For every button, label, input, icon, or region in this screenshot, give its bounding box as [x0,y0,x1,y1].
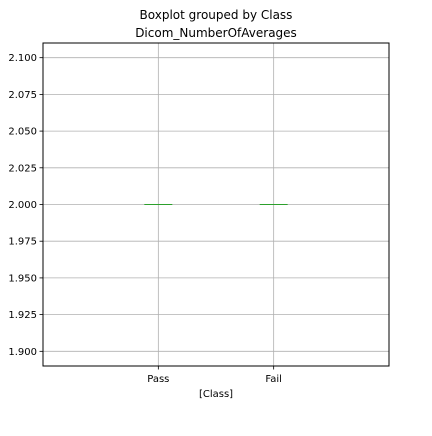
y-tick-label: 2.025 [8,163,37,174]
y-axis: 1.900 1.925 1.950 1.975 2.000 2.025 2.050 2.075… [8,53,43,358]
y-tick-label: 1.950 [8,273,37,284]
chart-title: Boxplot grouped by Class [140,8,293,22]
y-tick-label: 1.975 [8,237,37,248]
x-axis-label: [Class] [199,389,233,400]
x-tick-label: Fail [265,374,282,385]
y-tick-label: 2.100 [8,53,37,64]
grid-layer [43,43,389,366]
x-tick-label: Pass [147,374,169,385]
y-tick-label: 1.925 [8,310,37,321]
y-tick-label: 2.000 [8,200,37,211]
y-tick-label: 2.050 [8,127,37,138]
y-tick-label: 1.900 [8,347,37,358]
x-axis: Pass Fail [147,366,282,385]
y-tick-label: 2.075 [8,90,37,101]
chart-subtitle: Dicom_NumberOfAverages [135,26,297,40]
